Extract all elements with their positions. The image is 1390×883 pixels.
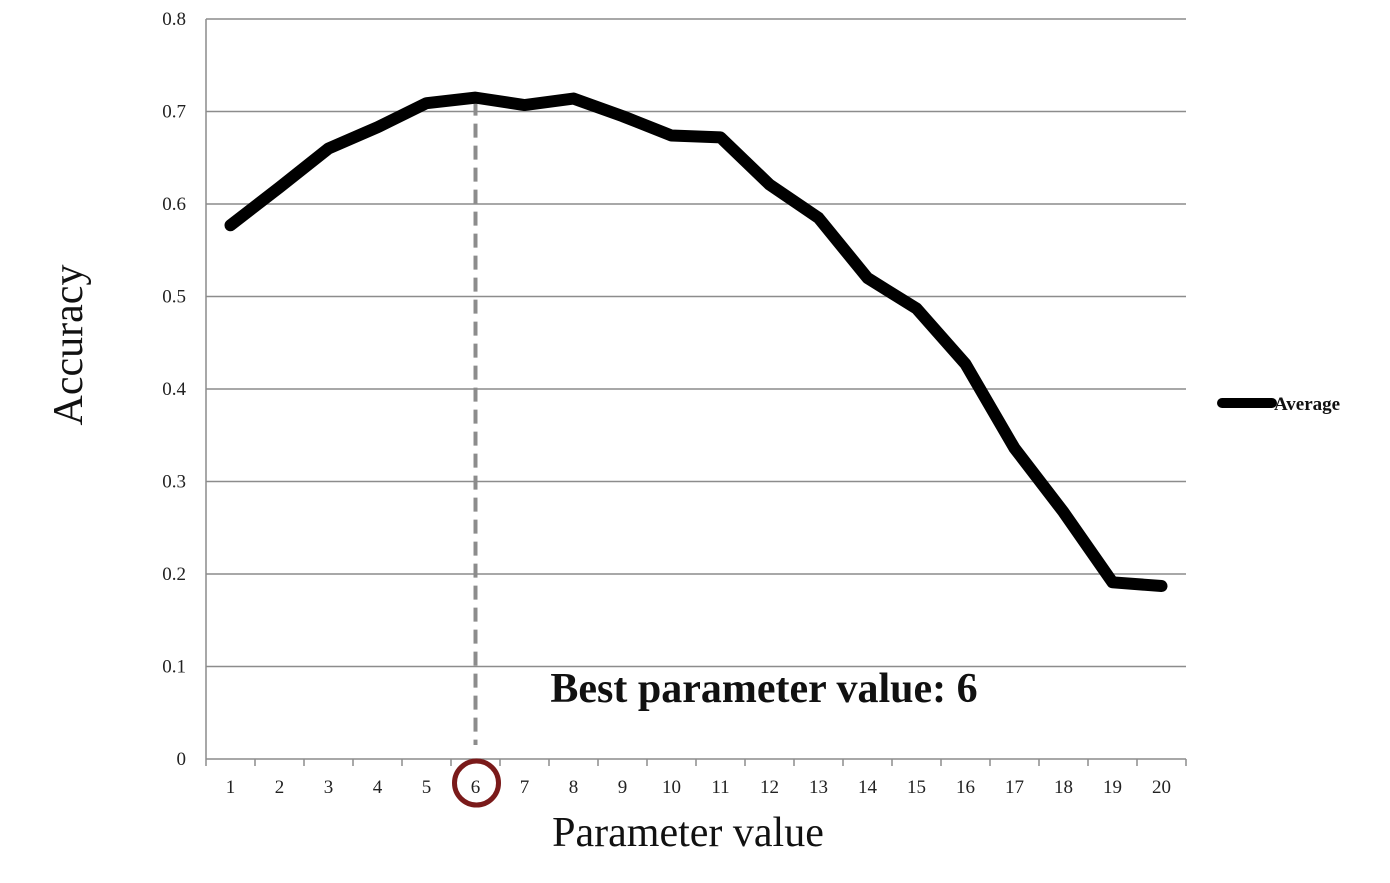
x-tick-label: 6 (471, 777, 481, 798)
x-tick-label: 9 (618, 777, 628, 798)
y-tick-label: 0.7 (162, 102, 186, 123)
x-tick-label: 10 (662, 777, 681, 798)
marker-layer (452, 101, 501, 808)
data-point (1014, 447, 1016, 449)
data-point (720, 136, 722, 138)
best-value-highlight-circle (452, 758, 501, 808)
data-point (328, 148, 330, 150)
x-tick-label: 12 (760, 777, 779, 798)
data-point (279, 186, 281, 188)
data-point (377, 126, 379, 128)
data-point (769, 184, 771, 186)
x-axis-title: Parameter value (552, 810, 824, 856)
y-tick-label: 0.5 (162, 287, 186, 308)
y-tick-label: 0.4 (162, 379, 186, 400)
data-point (573, 98, 575, 100)
x-tick-label: 1 (226, 777, 236, 798)
data-point (867, 277, 869, 279)
y-tick-label: 0.1 (162, 657, 186, 678)
x-tick-label: 7 (520, 777, 530, 798)
x-tick-label: 18 (1054, 777, 1073, 798)
x-tick-label: 14 (858, 777, 878, 798)
data-point (524, 104, 526, 106)
data-point (1112, 581, 1114, 583)
axis-layer (205, 19, 1187, 766)
x-tick-label: 8 (569, 777, 579, 798)
x-tick-label: 16 (956, 777, 975, 798)
data-point (916, 308, 918, 310)
y-axis-title: Accuracy (46, 265, 92, 426)
x-tick-label: 20 (1152, 777, 1171, 798)
series-layer (224, 91, 1168, 593)
x-tick-label: 4 (373, 777, 383, 798)
x-tick-label: 13 (809, 777, 828, 798)
label-layer: 00.10.20.30.40.50.60.70.81 2 3 4 5 6 7 8 9 10 11 12… (162, 9, 1171, 798)
y-tick-label: 0.3 (162, 472, 186, 493)
best-parameter-annotation: Best parameter value: 6 (550, 666, 977, 712)
x-tick-label: 19 (1103, 777, 1122, 798)
x-tick-label: 15 (907, 777, 926, 798)
y-tick-label: 0.8 (162, 9, 186, 30)
x-tick-label: 3 (324, 777, 334, 798)
data-point (426, 102, 428, 104)
x-tick-label: 11 (711, 777, 729, 798)
legend-label-average: Average (1274, 394, 1340, 415)
grid-layer (206, 18, 1186, 760)
x-tick-label: 5 (422, 777, 432, 798)
data-point (671, 135, 673, 137)
x-tick-label: 2 (275, 777, 285, 798)
data-point (1161, 585, 1163, 587)
data-point (230, 224, 232, 226)
y-tick-label: 0.6 (162, 194, 186, 215)
data-point (965, 363, 967, 365)
data-point (475, 97, 477, 99)
data-point (1063, 511, 1065, 513)
x-tick-label: 17 (1005, 777, 1024, 798)
data-point (622, 115, 624, 117)
legend: Average (1217, 394, 1340, 415)
data-point (818, 217, 820, 219)
y-tick-label: 0.2 (162, 564, 186, 585)
y-tick-label: 0 (177, 749, 187, 770)
series-line-average (224, 91, 1168, 593)
